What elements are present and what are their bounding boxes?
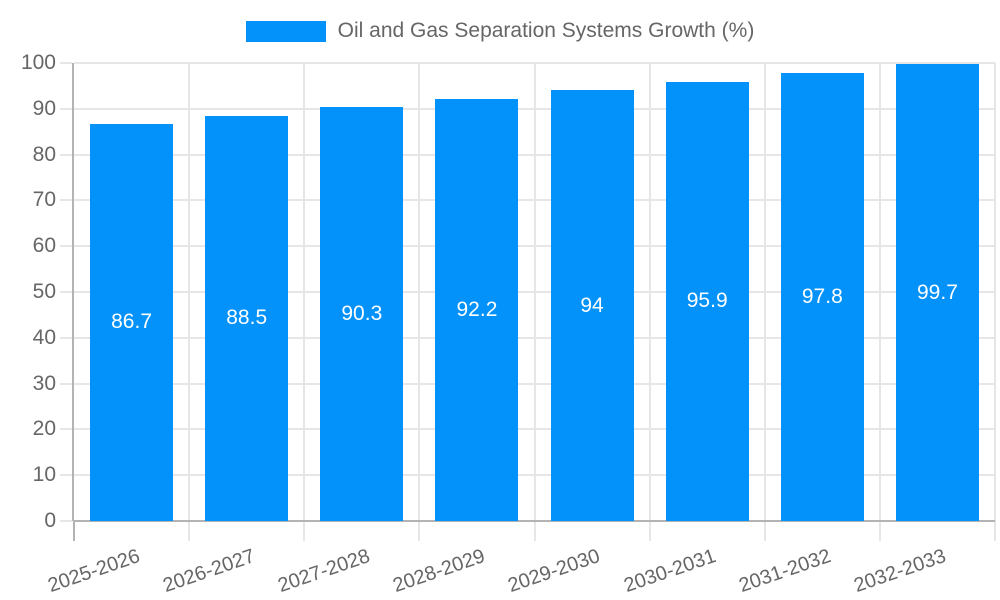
y-tick-label: 0 xyxy=(44,509,56,532)
y-tick-label: 100 xyxy=(20,51,56,74)
y-tick-mark xyxy=(60,428,72,431)
x-tick-mark xyxy=(648,521,651,541)
bar-value-label: 94 xyxy=(580,293,604,317)
y-tick-label: 80 xyxy=(32,142,56,166)
bar: 97.8 xyxy=(780,73,864,521)
x-tick-mark xyxy=(878,521,881,541)
y-tick-mark xyxy=(60,336,72,339)
v-grid-line xyxy=(303,63,306,521)
bar: 90.3 xyxy=(320,107,404,521)
x-tick-label: 2030-2031 xyxy=(620,545,719,597)
bar-value-label: 86.7 xyxy=(111,310,152,334)
y-tick-mark xyxy=(60,62,72,64)
y-tick-label: 30 xyxy=(32,371,56,395)
x-tick-mark xyxy=(533,521,536,541)
bar: 94 xyxy=(550,90,634,521)
v-grid-line xyxy=(648,63,651,521)
x-tick-label: 2028-2029 xyxy=(390,545,489,597)
bar: 86.7 xyxy=(90,123,174,521)
y-tick-label: 20 xyxy=(32,417,56,441)
x-tick-label: 2032-2033 xyxy=(850,545,949,597)
y-tick-mark xyxy=(60,291,72,293)
legend: Oil and Gas Separation Systems Growth (%… xyxy=(0,19,1000,43)
bar-value-label: 92.2 xyxy=(456,297,498,321)
v-grid-line xyxy=(878,63,881,521)
y-tick-mark xyxy=(60,245,72,248)
x-tick-label: 2027-2028 xyxy=(275,545,373,597)
x-tick-mark xyxy=(73,521,75,541)
x-axis-line xyxy=(74,520,995,522)
bar-value-label: 95.9 xyxy=(686,289,728,313)
x-tick-label: 2031-2032 xyxy=(735,545,834,597)
y-tick-label: 10 xyxy=(32,463,56,487)
v-grid-line xyxy=(763,63,766,521)
x-tick-mark xyxy=(994,521,996,541)
y-tick-label: 70 xyxy=(32,188,56,212)
x-tick-mark xyxy=(763,521,766,541)
v-grid-line xyxy=(533,63,536,521)
bar-value-label: 99.7 xyxy=(917,280,958,304)
x-tick-label: 2025-2026 xyxy=(45,545,143,597)
y-tick-mark xyxy=(60,107,72,110)
y-tick-label: 40 xyxy=(32,325,56,349)
bar: 99.7 xyxy=(895,64,979,521)
legend-swatch-icon xyxy=(245,20,326,42)
y-tick-label: 50 xyxy=(32,280,56,303)
y-tick-mark xyxy=(60,382,72,385)
y-tick-mark xyxy=(60,199,72,202)
bar-value-label: 88.5 xyxy=(226,306,268,330)
x-tick-mark xyxy=(188,521,191,541)
y-tick-label: 60 xyxy=(32,234,56,258)
v-grid-line xyxy=(994,63,996,521)
x-tick-mark xyxy=(303,521,306,541)
bar-value-label: 97.8 xyxy=(801,285,843,309)
legend-label: Oil and Gas Separation Systems Growth (%… xyxy=(337,19,755,42)
bar: 88.5 xyxy=(205,115,289,521)
x-tick-label: 2029-2030 xyxy=(505,545,604,597)
y-tick-mark xyxy=(60,520,72,522)
x-tick-label: 2026-2027 xyxy=(160,545,258,597)
y-tick-mark xyxy=(60,474,72,477)
y-tick-mark xyxy=(60,153,72,156)
y-tick-label: 90 xyxy=(32,96,56,120)
bar: 92.2 xyxy=(435,98,519,521)
v-grid-line xyxy=(418,63,421,521)
bar: 95.9 xyxy=(665,81,749,521)
y-axis-line xyxy=(72,63,74,521)
v-grid-line xyxy=(188,63,191,521)
bar-value-label: 90.3 xyxy=(341,302,383,326)
x-tick-mark xyxy=(418,521,421,541)
